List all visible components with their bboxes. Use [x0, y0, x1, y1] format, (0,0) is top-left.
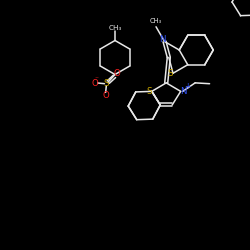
Text: O: O	[92, 78, 98, 88]
Text: N: N	[180, 87, 187, 96]
Text: S: S	[104, 79, 109, 88]
Text: CH₃: CH₃	[150, 18, 162, 24]
Text: +: +	[184, 82, 191, 91]
Text: N: N	[159, 35, 165, 44]
Text: O: O	[102, 91, 109, 100]
Text: S: S	[146, 87, 152, 96]
Text: CH₃: CH₃	[108, 25, 122, 31]
Text: ⁻: ⁻	[95, 75, 99, 84]
Text: O: O	[113, 69, 120, 78]
Text: S: S	[168, 69, 173, 78]
